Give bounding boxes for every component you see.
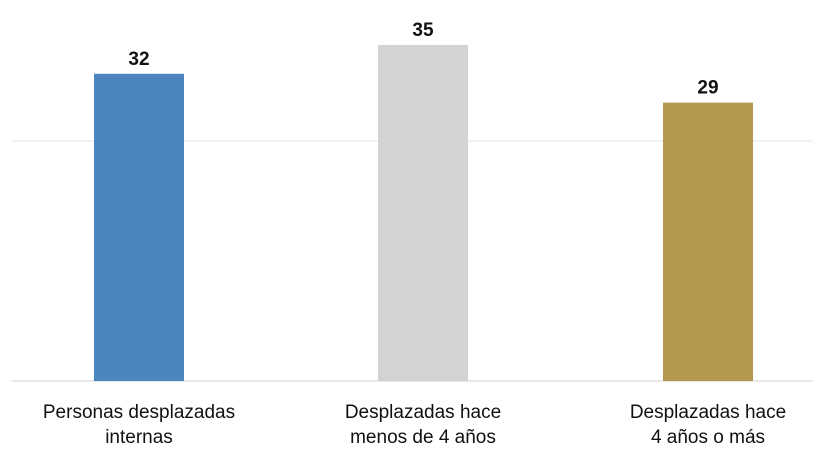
category-label-line: Desplazadas hace: [345, 402, 501, 423]
category-label-1: Personas desplazadas internas: [43, 402, 235, 448]
data-label-2: 35: [412, 20, 434, 41]
bar-2: [378, 45, 468, 381]
data-label-1: 32: [128, 49, 149, 70]
bar-3: [663, 102, 753, 381]
category-label-line: Personas desplazadas: [43, 402, 235, 423]
bar-layer: [94, 45, 753, 382]
category-label-layer: Personas desplazadas internas Desplazadas …: [43, 402, 786, 448]
data-label-layer: 32 35 29: [128, 20, 718, 99]
category-label-3: Desplazadas hace 4 años o más: [630, 402, 786, 448]
data-label-3: 29: [697, 78, 718, 99]
category-label-line: Desplazadas hace: [630, 402, 786, 423]
category-label-line: menos de 4 años: [350, 427, 496, 448]
category-label-2: Desplazadas hace menos de 4 años: [345, 402, 501, 448]
category-label-line: internas: [105, 427, 173, 448]
category-label-line: 4 años o más: [651, 427, 765, 448]
bar-1: [94, 73, 184, 382]
